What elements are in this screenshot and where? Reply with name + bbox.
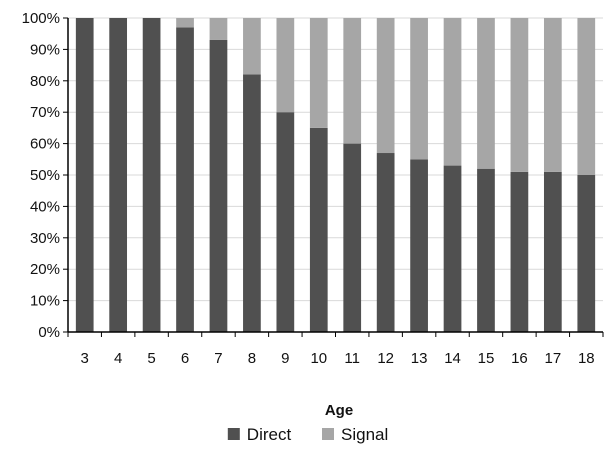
y-tick-label: 90% xyxy=(30,41,60,58)
bar-signal-17 xyxy=(543,18,562,172)
x-tick-label: 16 xyxy=(511,350,528,367)
bar-direct-7 xyxy=(209,39,228,332)
bar-direct-17 xyxy=(543,171,562,332)
bar-signal-18 xyxy=(577,18,596,175)
bar-signal-13 xyxy=(410,18,428,160)
x-tick-label: 12 xyxy=(377,350,394,367)
y-tick-label: 70% xyxy=(30,104,60,121)
bar-signal-14 xyxy=(443,18,462,166)
x-tick-label: 10 xyxy=(310,350,327,367)
x-tick-label: 13 xyxy=(411,350,428,367)
legend: Direct Signal xyxy=(227,425,388,444)
y-tick-label: 10% xyxy=(30,293,60,310)
bar-direct-10 xyxy=(309,127,328,333)
y-tick-label: 0% xyxy=(38,324,60,341)
bar-signal-9 xyxy=(276,18,295,113)
x-tick-label: 6 xyxy=(181,350,189,367)
x-tick-label: 17 xyxy=(545,350,562,367)
bar-direct-14 xyxy=(443,165,462,332)
x-tick-label: 14 xyxy=(444,350,461,367)
legend-swatch-signal xyxy=(322,428,334,440)
bar-signal-6 xyxy=(176,18,194,28)
bar-direct-16 xyxy=(510,171,529,332)
bar-direct-4 xyxy=(109,18,128,332)
bar-direct-5 xyxy=(142,18,161,332)
bar-direct-9 xyxy=(276,112,295,332)
y-axis-tick-labels: 0% 10% 20% 30% 40% 50% 60% 70% 80% 90% 100% xyxy=(22,10,68,341)
bar-signal-7 xyxy=(209,18,228,40)
y-tick-label: 50% xyxy=(30,167,60,184)
y-tick-label: 40% xyxy=(30,198,60,215)
bar-signal-10 xyxy=(309,18,328,128)
bar-direct-13 xyxy=(410,159,428,332)
bar-direct-12 xyxy=(376,153,395,332)
bar-direct-18 xyxy=(577,175,596,332)
bar-direct-8 xyxy=(243,74,261,333)
x-axis-title: Age xyxy=(325,402,353,419)
y-tick-label: 100% xyxy=(22,10,60,27)
x-tick-label: 7 xyxy=(214,350,222,367)
bar-signal-12 xyxy=(376,18,395,154)
bar-direct-6 xyxy=(176,27,194,332)
bar-signal-11 xyxy=(343,18,362,144)
x-tick-label: 15 xyxy=(478,350,495,367)
legend-label-direct: Direct xyxy=(247,425,292,444)
bar-direct-15 xyxy=(477,168,495,332)
legend-label-signal: Signal xyxy=(341,425,388,444)
x-tick-label: 5 xyxy=(147,350,155,367)
bars xyxy=(75,18,596,333)
bar-signal-15 xyxy=(477,18,495,169)
y-tick-label: 20% xyxy=(30,261,60,278)
x-axis-tick-labels: 3 4 5 6 7 8 9 10 11 12 13 14 15 16 17 18 xyxy=(67,332,604,367)
y-tick-label: 60% xyxy=(30,136,60,153)
x-tick-label: 9 xyxy=(281,350,289,367)
bar-signal-8 xyxy=(243,18,261,75)
x-tick-label: 8 xyxy=(248,350,256,367)
y-tick-label: 80% xyxy=(30,73,60,90)
x-tick-label: 18 xyxy=(578,350,595,367)
bar-direct-3 xyxy=(75,18,94,332)
x-tick-label: 11 xyxy=(344,350,360,367)
bar-signal-16 xyxy=(510,18,529,172)
x-tick-label: 3 xyxy=(81,350,89,367)
y-tick-label: 30% xyxy=(30,230,60,247)
x-tick-label: 4 xyxy=(114,350,122,367)
bar-direct-11 xyxy=(343,143,362,332)
legend-swatch-direct xyxy=(227,428,240,440)
